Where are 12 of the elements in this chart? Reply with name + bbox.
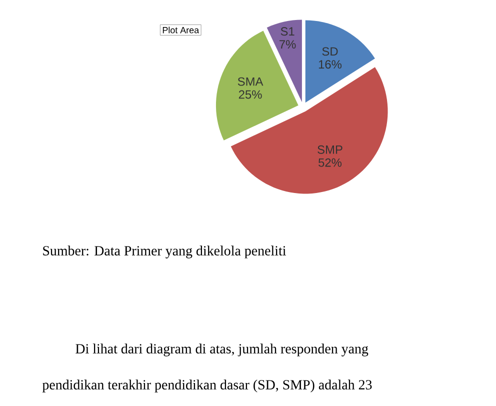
slice-label: S1 — [280, 27, 294, 36]
text: Sumber: Data Primer yang dikelola peneliti — [43, 246, 286, 258]
text: Di lihat dari diagram di atas, jumlah responden yang — [76, 344, 368, 356]
data-label: 25% — [238, 90, 262, 99]
data-label: 7% — [280, 40, 296, 49]
text: pendidikan terakhir pendidikan dasar (SD, SMP) adalah 23 — [42, 380, 372, 392]
data-label: 52% — [318, 158, 342, 167]
slice-label: SD — [322, 47, 338, 56]
data-label: 16% — [318, 60, 342, 69]
slice-label: SMP — [318, 145, 342, 154]
text: Plot Area — [162, 26, 200, 34]
slice-label: SMA — [238, 77, 264, 86]
